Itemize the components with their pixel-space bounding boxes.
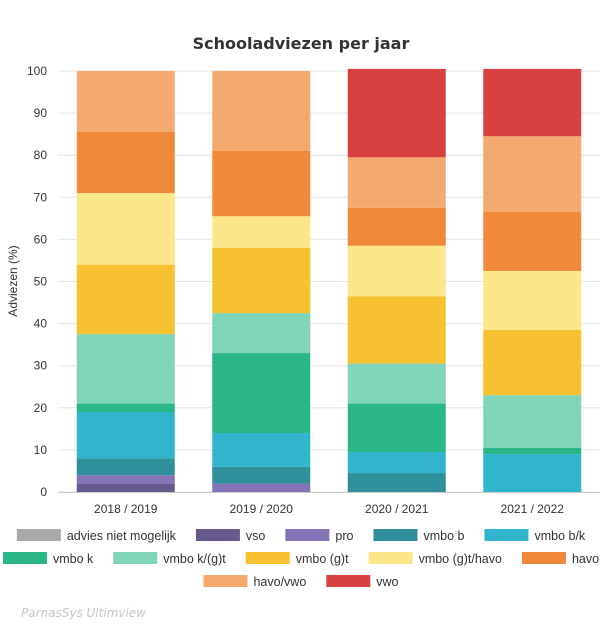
- legend-label: advies niet mogelijk: [67, 529, 177, 543]
- legend-label: vmbo (g)t/havo: [419, 552, 502, 566]
- legend-label: pro: [335, 529, 353, 543]
- legend-item[interactable]: vmbo (g)t/havo: [368, 552, 502, 566]
- x-axis-ticks: 2018 / 2019 2019 / 2020 2020 / 2021 2021 / …: [94, 502, 564, 516]
- legend-item[interactable]: advies niet mogelijk: [16, 529, 177, 543]
- legend-item[interactable]: havo/vwo: [203, 575, 306, 589]
- legend-label: vmbo (g)t: [296, 552, 349, 566]
- bar-segment: [483, 212, 582, 271]
- bar-segment: [76, 71, 175, 133]
- legend-item[interactable]: vmbo k/(g)t: [113, 552, 226, 566]
- legend-item[interactable]: havo: [521, 552, 599, 566]
- legend-item[interactable]: pro: [285, 529, 353, 543]
- bar-segment: [212, 433, 311, 467]
- bar-segment: [212, 150, 311, 217]
- x-tick-label: 2018 / 2019: [94, 502, 158, 516]
- x-tick-label: 2020 / 2021: [365, 502, 429, 516]
- y-axis-ticks: 0 10 20 30 40 50 60 70 80 90 100: [27, 64, 47, 499]
- bar-segment: [483, 395, 582, 448]
- y-tick-label: 60: [34, 232, 48, 246]
- bar-segment: [212, 216, 311, 248]
- y-tick-label: 0: [40, 485, 47, 499]
- bar-segment: [347, 157, 446, 208]
- bar-segment: [76, 475, 175, 484]
- y-tick-label: 30: [34, 359, 48, 373]
- legend-swatch: [113, 552, 158, 564]
- bar-segment: [76, 458, 175, 476]
- legend-swatch: [373, 529, 418, 541]
- y-tick-label: 20: [34, 401, 48, 415]
- bar-segment: [347, 452, 446, 474]
- legend-label: havo: [572, 552, 599, 566]
- bar-segment: [483, 329, 582, 396]
- bar-segment: [76, 264, 175, 335]
- chart-title: Schooladviezen per jaar: [193, 34, 410, 53]
- legend-swatch: [326, 575, 371, 587]
- bar-segment: [212, 313, 311, 354]
- legend-item[interactable]: vwo: [326, 575, 399, 589]
- x-tick-label: 2019 / 2020: [230, 502, 294, 516]
- legend-swatch: [16, 529, 61, 541]
- bar-segment: [76, 483, 175, 492]
- bar-segment: [347, 245, 446, 297]
- legend-swatch: [484, 529, 529, 541]
- bars: [76, 68, 582, 492]
- bar-segment: [347, 207, 446, 246]
- legend-label: vmbo b/k: [534, 529, 585, 543]
- bar-segment: [212, 483, 311, 492]
- bar-segment: [212, 466, 311, 484]
- y-tick-label: 40: [34, 317, 48, 331]
- bar-segment: [212, 71, 311, 151]
- bar-segment: [76, 132, 175, 194]
- legend-swatch: [285, 529, 330, 541]
- legend-item[interactable]: vmbo k: [2, 552, 94, 566]
- legend-item[interactable]: vmbo b/k: [484, 529, 586, 543]
- legend-label: vmbo b: [423, 529, 464, 543]
- bar-segment: [347, 68, 446, 158]
- y-tick-label: 70: [34, 190, 48, 204]
- bar-segment: [483, 136, 582, 213]
- legend-swatch: [195, 529, 240, 541]
- bar-segment: [483, 447, 582, 455]
- bar-segment: [347, 363, 446, 404]
- bar-segment: [347, 473, 446, 492]
- legend-label: vso: [246, 529, 266, 543]
- y-tick-label: 50: [34, 275, 48, 289]
- legend-swatch: [245, 552, 290, 564]
- bar-segment: [76, 412, 175, 459]
- watermark: ParnasSys Ultimview: [21, 606, 146, 620]
- bar-segment: [483, 270, 582, 330]
- legend-label: vmbo k: [53, 552, 94, 566]
- legend-label: vwo: [376, 575, 398, 589]
- y-tick-label: 90: [34, 106, 48, 120]
- bar-segment: [76, 193, 175, 265]
- legend-swatch: [203, 575, 248, 587]
- y-tick-label: 100: [27, 64, 47, 78]
- bar-segment: [212, 247, 311, 314]
- bar-segment: [483, 68, 582, 137]
- bar-segment: [76, 403, 175, 413]
- y-tick-label: 10: [34, 443, 48, 457]
- legend-item[interactable]: vmbo b: [373, 529, 464, 543]
- x-tick-label: 2021 / 2022: [501, 502, 565, 516]
- legend-swatch: [521, 552, 566, 564]
- bar-segment: [483, 454, 582, 492]
- legend-label: vmbo k/(g)t: [163, 552, 226, 566]
- legend: advies niet mogelijk vso pro vmbo b vmbo b/k…: [2, 529, 599, 589]
- bar-segment: [76, 334, 175, 404]
- legend-swatch: [2, 552, 47, 564]
- legend-label: havo/vwo: [253, 575, 306, 589]
- y-axis-label: Adviezen (%): [6, 245, 20, 316]
- bar-segment: [212, 353, 311, 434]
- bar-segment: [347, 403, 446, 453]
- bar-segment: [347, 296, 446, 364]
- legend-item[interactable]: vso: [195, 529, 266, 543]
- legend-swatch: [368, 552, 413, 564]
- y-tick-label: 80: [34, 148, 48, 162]
- legend-item[interactable]: vmbo (g)t: [245, 552, 349, 566]
